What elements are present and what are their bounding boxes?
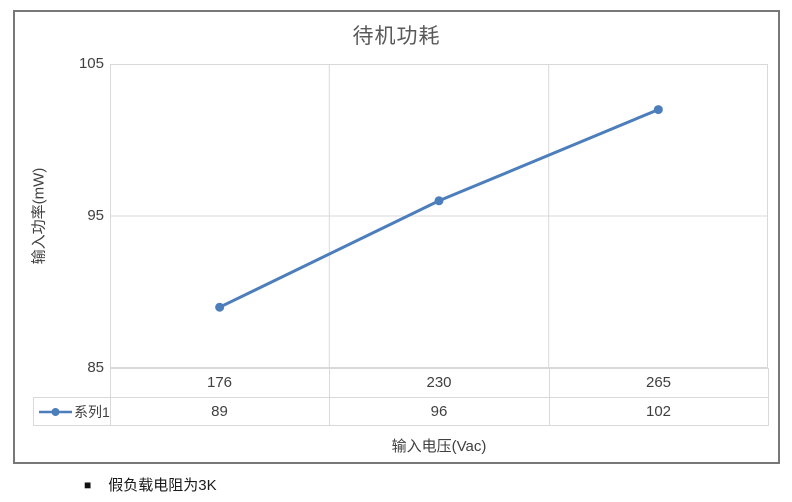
table-border	[33, 397, 34, 426]
series-value-89: 89	[211, 403, 228, 420]
footnote-text: 假负载电阻为3K	[108, 477, 217, 494]
y-axis-tick-85: 85	[87, 359, 104, 376]
square-bullet-icon: ■	[84, 477, 92, 492]
y-axis-tick-105: 105	[78, 55, 104, 72]
table-border	[110, 368, 111, 426]
table-border	[549, 368, 550, 426]
table-border	[33, 397, 768, 398]
table-border	[110, 368, 768, 369]
y-axis-title: 输入功率(mW)	[30, 167, 48, 265]
table-border	[33, 425, 768, 426]
category-label-265: 265	[645, 374, 672, 391]
chart-title: 待机功耗	[352, 25, 441, 48]
table-border	[768, 368, 769, 426]
chart-frame: 待机功耗 105 95 85 输入功率(mW) 176 230 265	[13, 10, 780, 464]
table-border	[329, 368, 330, 426]
legend-series1: 系列1	[33, 398, 110, 426]
series-line-marker-icon	[39, 408, 72, 416]
category-label-230: 230	[426, 374, 452, 391]
x-axis-title: 输入电压(Vac)	[391, 438, 487, 455]
legend-series1-label: 系列1	[74, 404, 110, 420]
series-value-96: 96	[430, 403, 448, 420]
footnote: ■ 假负载电阻为3K	[84, 474, 217, 495]
series-line	[215, 105, 663, 312]
category-label-176: 176	[206, 374, 233, 391]
y-axis-tick-95: 95	[87, 207, 104, 224]
series-value-102: 102	[645, 403, 672, 420]
line-plot-area	[110, 64, 768, 368]
